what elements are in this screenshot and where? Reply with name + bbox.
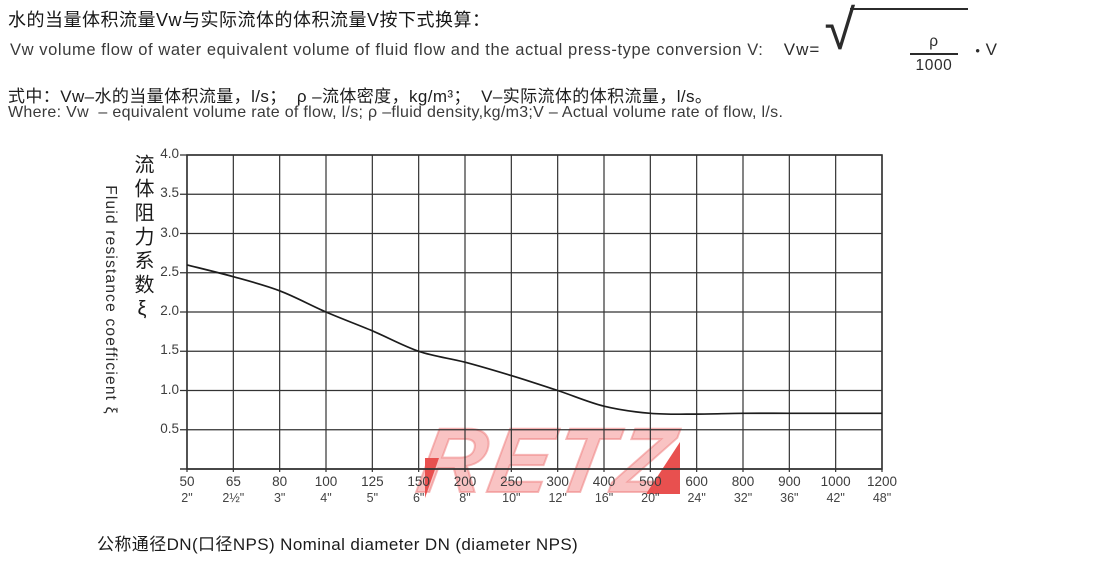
x-tick-inch-label: 24" [687,491,706,505]
y-tick-label: 0.5 [160,420,179,436]
x-tick-inch-label: 6" [412,491,425,505]
watermark-accent-triangle [646,442,680,494]
multiply-dot-icon: • [975,42,981,58]
y-tick-label: 3.5 [160,185,179,201]
y-tick-label: 3.0 [160,224,179,240]
x-tick-dn-label: 600 [685,474,708,489]
x-tick-dn-label: 400 [592,474,616,489]
x-tick-dn-label: 200 [453,474,477,489]
fraction-numerator: ρ [929,33,939,50]
x-tick-inch-label: 20" [641,491,660,505]
x-tick-dn-label: 500 [639,474,662,489]
y-tick-label: 1.5 [160,342,179,358]
legend-line-en: Where: Vw – equivalent volume rate of fl… [8,104,784,121]
x-tick-inch-label: 32" [733,491,753,505]
x-tick-inch-label: 2½" [222,491,245,505]
x-tick-dn-label: 80 [272,474,288,489]
legend-line-zh: 式中：Vw–水的当量体积流量，l/s； ρ –流体密度，kg/m³； V–实际流… [8,87,713,106]
fraction: ρ 1000 [909,33,959,75]
x-tick-dn-label: 65 [225,474,241,489]
radical-body: ρ 1000 [849,8,969,94]
radical-sign-icon: √ [824,0,856,61]
formula-lhs: Vw= [783,40,821,59]
y-axis-title-zh: 流体阻力系数ξ [131,154,153,324]
x-tick-dn-label: 300 [546,474,569,489]
intro-line-en: Vw volume flow of water equivalent volum… [10,2,998,78]
x-tick-inch-label: 5" [366,491,379,505]
x-tick-dn-label: 150 [407,474,430,489]
x-tick-dn-label: 250 [500,474,523,489]
x-tick-inch-label: 3" [273,491,286,505]
x-tick-dn-label: 50 [179,474,195,489]
resistance-coefficient-chart [180,154,883,472]
x-tick-inch-label: 4" [320,491,332,505]
x-tick-inch-label: 8" [459,491,471,505]
x-tick-dn-label: 1200 [866,474,898,489]
x-tick-dn-label: 900 [778,474,801,489]
y-axis-title-en: Fluid resistance coefficient ξ [102,185,119,415]
y-tick-label: 4.0 [160,146,179,161]
x-tick-dn-label: 1000 [820,474,851,489]
conversion-formula: Vw= √ ρ 1000 • V [783,0,998,94]
x-tick-inch-label: 36" [780,491,799,505]
x-tick-inch-label: 10" [502,491,521,505]
x-tick-inch-label: 42" [826,491,845,505]
intro-line-zh: 水的当量体积流量Vw与实际流体的体积流量V按下式换算： [8,10,491,30]
formula-rhs: V [985,40,998,59]
y-tick-label: 2.0 [160,303,179,318]
resistance-curve [186,264,882,416]
x-tick-inch-label: 16" [594,491,614,505]
y-tick-label: 2.5 [160,263,179,279]
x-axis-title: 公称通径DN(口径NPS) Nominal diameter DN (diame… [97,535,579,554]
x-tick-dn-label: 125 [361,474,384,489]
x-tick-dn-label: 800 [731,474,755,489]
fraction-denominator: 1000 [909,53,959,75]
y-tick-label: 1.0 [160,381,179,397]
radical: √ ρ 1000 [824,0,969,94]
x-tick-inch-label: 12" [548,491,567,505]
x-tick-inch-label: 2" [181,491,193,505]
intro-line-en-text: Vw volume flow of water equivalent volum… [10,40,774,59]
x-tick-inch-label: 48" [872,491,892,505]
x-tick-dn-label: 100 [314,474,338,489]
watermark-accent-sliver [425,458,439,498]
